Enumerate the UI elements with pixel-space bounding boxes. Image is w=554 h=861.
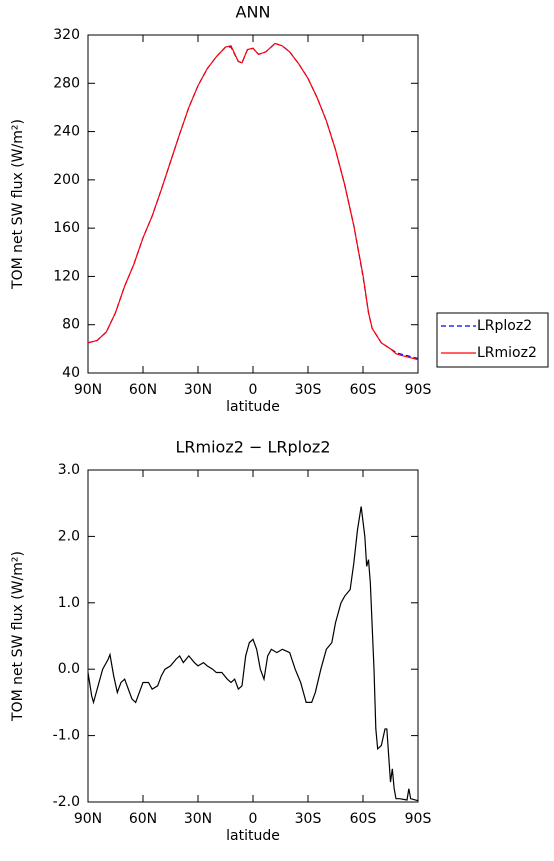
legend-box (436, 312, 549, 368)
x-tick-label: 60N (129, 382, 157, 398)
y-tick-label: 120 (53, 268, 80, 284)
chart-title: ANN (236, 3, 271, 22)
plot-frame (87, 34, 419, 374)
y-tick-label: 40 (62, 365, 80, 381)
y-tick-label: -1.0 (53, 728, 80, 744)
x-tick-label: 0 (249, 811, 258, 827)
y-tick-label: 200 (53, 172, 80, 188)
x-tick-label: 60S (350, 382, 377, 398)
x-tick-label: 60N (129, 811, 157, 827)
x-tick-label: 90N (74, 382, 102, 398)
legend-label: LRploz2 (477, 318, 532, 334)
chart-title: LRmioz2 − LRploz2 (175, 438, 330, 457)
y-tick-label: 2.0 (58, 528, 80, 544)
y-tick-label: 280 (53, 75, 80, 91)
x-tick-label: 90S (405, 382, 432, 398)
x-tick-label: 30S (295, 811, 322, 827)
y-tick-label: 1.0 (58, 595, 80, 611)
y-tick-label: 320 (53, 27, 80, 43)
y-axis-label: TOM net SW flux (W/m²) (10, 551, 26, 722)
data-line (87, 506, 419, 802)
x-axis-label: latitude (226, 828, 280, 844)
x-tick-label: 90N (74, 811, 102, 827)
x-tick-label: 30N (184, 382, 212, 398)
x-tick-label: 30S (295, 382, 322, 398)
x-axis-label: latitude (226, 399, 280, 415)
legend-label: LRmioz2 (477, 345, 537, 361)
x-tick-label: 60S (350, 811, 377, 827)
plot-frame (87, 469, 419, 803)
x-tick-label: 0 (249, 382, 258, 398)
y-tick-label: 240 (53, 124, 80, 140)
y-tick-label: 160 (53, 220, 80, 236)
y-axis-label: TOM net SW flux (W/m²) (10, 119, 26, 290)
x-tick-label: 90S (405, 811, 432, 827)
y-tick-label: -2.0 (53, 794, 80, 810)
y-tick-label: 3.0 (58, 462, 80, 478)
y-tick-label: 0.0 (58, 661, 80, 677)
data-line (87, 42, 419, 361)
y-tick-label: 80 (62, 317, 80, 333)
x-tick-label: 30N (184, 811, 212, 827)
